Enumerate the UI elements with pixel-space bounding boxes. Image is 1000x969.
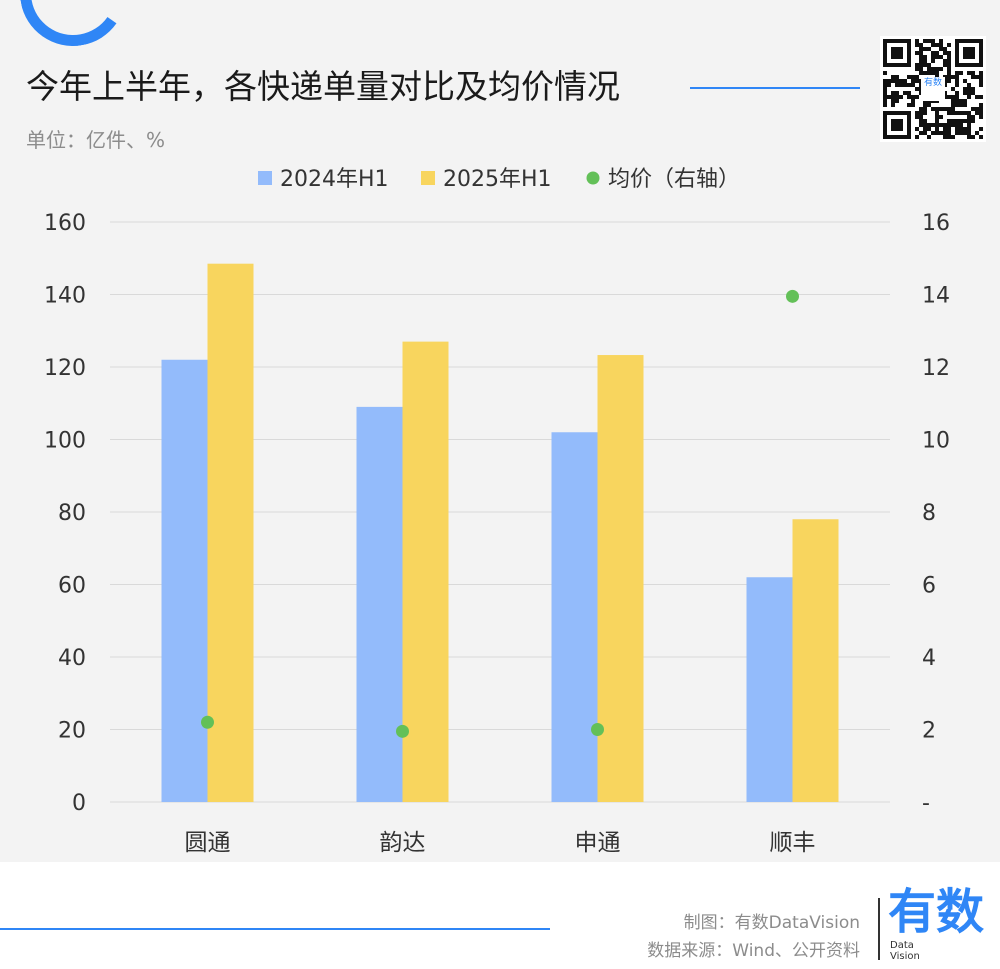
y-tick-label: 40 (58, 646, 86, 671)
x-tick-label: 韵达 (380, 830, 426, 856)
brand-logo-mark: 有数 (888, 884, 985, 940)
bar-2024 (551, 432, 598, 802)
brand-logo-sub: Data Vision (890, 940, 920, 962)
y2-tick-label: - (922, 791, 930, 816)
legend-swatch (258, 171, 272, 185)
y2-tick-label: 6 (922, 574, 936, 599)
legend-label: 均价（右轴） (608, 167, 740, 192)
y-tick-label: 160 (44, 211, 86, 236)
y-tick-label: 0 (72, 791, 86, 816)
brand-logo-sub-line1: Data (890, 940, 914, 951)
legend-label: 2025年H1 (443, 167, 552, 192)
y2-tick-label: 10 (922, 429, 950, 454)
y2-tick-label: 2 (922, 719, 936, 744)
footer-rule (0, 928, 550, 930)
y2-tick-label: 4 (922, 646, 936, 671)
y-tick-label: 20 (58, 719, 86, 744)
y-tick-label: 80 (58, 501, 86, 526)
bar-2024 (356, 406, 403, 802)
legend-swatch (421, 171, 435, 185)
legend-label: 2024年H1 (280, 167, 389, 192)
y-tick-label: 100 (44, 429, 86, 454)
brand-logo-sub-line2: Vision (890, 951, 920, 962)
unit-label: 单位：亿件、% (26, 128, 166, 152)
price-point (591, 723, 604, 736)
y-tick-label: 60 (58, 574, 86, 599)
legend: 2024年H1 2025年H1 均价（右轴） (258, 167, 740, 192)
brand-logo: 有数 Data Vision (888, 884, 988, 966)
bar-2024 (746, 577, 793, 802)
qr-center-logo: 有数 (921, 77, 945, 101)
y-tick-label: 140 (44, 284, 86, 309)
bar-2024 (161, 359, 208, 802)
logo-divider (878, 898, 880, 960)
bar-2025 (597, 355, 644, 802)
chart-credit: 制图：有数DataVision (683, 913, 860, 933)
bar-chart: 0 20 40 60 80 100 120 140 160 - 2 4 6 8 10 12 14 16 圆通 韵达 申通… (44, 167, 950, 856)
x-tick-label: 顺丰 (770, 830, 816, 856)
y2-tick-label: 12 (922, 356, 950, 381)
page-title: 今年上半年，各快递单量对比及均价情况 (26, 67, 620, 106)
title-rule (690, 87, 860, 89)
y-tick-label: 120 (44, 356, 86, 381)
legend-swatch (586, 171, 600, 185)
price-point (396, 724, 409, 738)
x-tick-label: 圆通 (185, 830, 231, 856)
bar-2025 (402, 341, 449, 802)
y2-tick-label: 14 (922, 284, 950, 309)
data-source: 数据来源：Wind、公开资料 (647, 941, 860, 961)
price-point (201, 715, 214, 729)
x-tick-label: 申通 (575, 830, 621, 856)
qr-code[interactable]: 有数 (880, 36, 986, 142)
bar-2025 (792, 519, 839, 802)
price-point (786, 289, 799, 303)
bar-2025 (207, 263, 254, 802)
y2-tick-label: 8 (922, 501, 936, 526)
y2-tick-label: 16 (922, 211, 950, 236)
